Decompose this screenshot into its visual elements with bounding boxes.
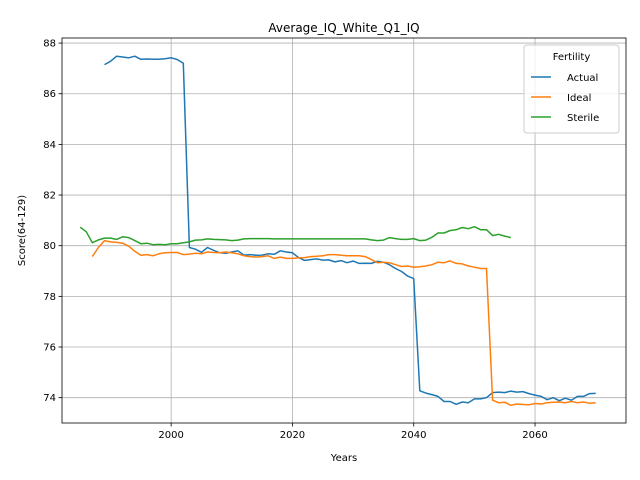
x-tick-label: 2060	[522, 430, 547, 441]
plot-frame	[61, 37, 627, 424]
legend-box	[523, 44, 620, 134]
legend-title: Fertility	[553, 52, 591, 63]
y-tick-label: 74	[43, 393, 56, 404]
legend: Fertility Actual Ideal Sterile	[523, 44, 620, 134]
plot-lines	[79, 55, 596, 407]
series-line-ideal	[91, 239, 596, 407]
legend-label-sterile: Sterile	[567, 113, 599, 124]
y-tick-label: 78	[43, 292, 56, 303]
y-axis-label: Score(64-129)	[17, 195, 28, 266]
legend-label-ideal: Ideal	[567, 93, 591, 104]
x-axis-label: Years	[330, 453, 357, 464]
x-axis: 2000 2020 2040 2060	[158, 423, 548, 441]
x-tick-label: 2020	[280, 430, 305, 441]
series-line-actual	[104, 55, 596, 406]
legend-items: Actual Ideal Sterile	[531, 73, 599, 124]
series-line-sterile	[79, 225, 511, 246]
y-tick-label: 86	[43, 89, 56, 100]
y-tick-label: 88	[43, 39, 56, 50]
y-tick-label: 76	[43, 343, 56, 354]
y-axis: 74 76 78 80 82 84 86 88	[43, 39, 62, 404]
x-tick-label: 2040	[401, 430, 426, 441]
y-tick-label: 80	[43, 241, 56, 252]
legend-label-actual: Actual	[567, 73, 598, 84]
y-tick-label: 84	[43, 140, 56, 151]
x-tick-label: 2000	[158, 430, 183, 441]
y-tick-label: 82	[43, 191, 56, 202]
chart-title: Average_IQ_White_Q1_IQ	[268, 21, 419, 35]
